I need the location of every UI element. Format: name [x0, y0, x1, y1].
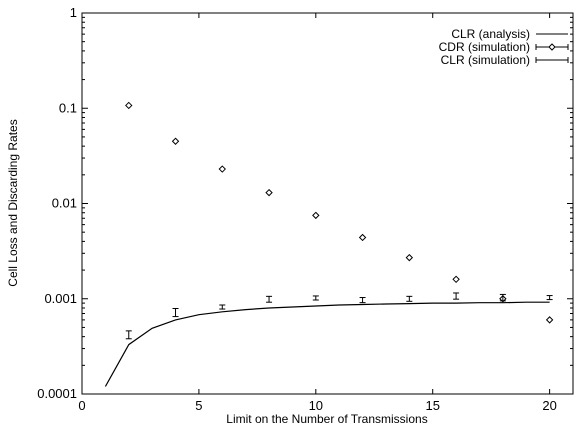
legend-label: CDR (simulation): [439, 40, 530, 54]
y-tick-label: 1: [70, 5, 77, 20]
errorbar-clr-simulation: [266, 295, 273, 303]
x-tick-label: 20: [542, 398, 556, 413]
y-tick-label: 0.0001: [37, 386, 77, 401]
errorbar-clr-simulation: [453, 292, 460, 300]
errorbar-clr-simulation: [219, 304, 226, 310]
errorbar-clr-simulation: [546, 295, 553, 301]
x-tick-label: 5: [195, 398, 202, 413]
point-cdr-simulation: [125, 101, 133, 110]
x-tick-label: 0: [78, 398, 85, 413]
point-cdr-simulation: [545, 316, 554, 324]
y-tick-label: 0.1: [59, 100, 77, 115]
plot-frame: [81, 12, 574, 395]
errorbar-clr-simulation: [172, 308, 179, 318]
x-tick-label: 15: [425, 398, 439, 413]
point-cdr-simulation: [171, 137, 180, 145]
point-cdr-simulation: [358, 233, 367, 242]
point-cdr-simulation: [218, 165, 226, 173]
axis-ticks: [81, 12, 573, 395]
legend-label: CLR (analysis): [451, 27, 530, 41]
errorbar-clr-simulation: [359, 297, 366, 304]
point-cdr-simulation: [452, 275, 460, 284]
axis-tick-labels: 0 5 10 15 20 1 0.1 0.01 0.001 0.0001: [37, 5, 557, 413]
y-tick-label: 0.01: [52, 196, 77, 211]
x-tick-label: 10: [309, 398, 323, 413]
y-axis-title: Cell Loss and Discarding Rates: [6, 119, 20, 286]
legend-label: CLR (simulation): [441, 53, 530, 67]
point-cdr-simulation: [405, 253, 414, 262]
x-axis-title: Limit on the Number of Transmissions: [226, 412, 427, 426]
errorbar-clr-simulation: [125, 330, 132, 340]
point-cdr-simulation: [265, 188, 273, 197]
errorbar-clr-simulation: [312, 295, 319, 301]
series-line-clr-analysis: [104, 301, 550, 387]
point-cdr-simulation: [312, 211, 320, 220]
errorbar-clr-simulation: [406, 295, 413, 302]
errorbar-clr-simulation: [499, 293, 506, 302]
y-tick-label: 0.001: [44, 291, 77, 306]
plot-marks: [104, 101, 554, 387]
legend-swatch-diamond: [548, 43, 556, 51]
legend: CLR (analysis)CDR (simulation)CLR (simul…: [439, 27, 569, 67]
